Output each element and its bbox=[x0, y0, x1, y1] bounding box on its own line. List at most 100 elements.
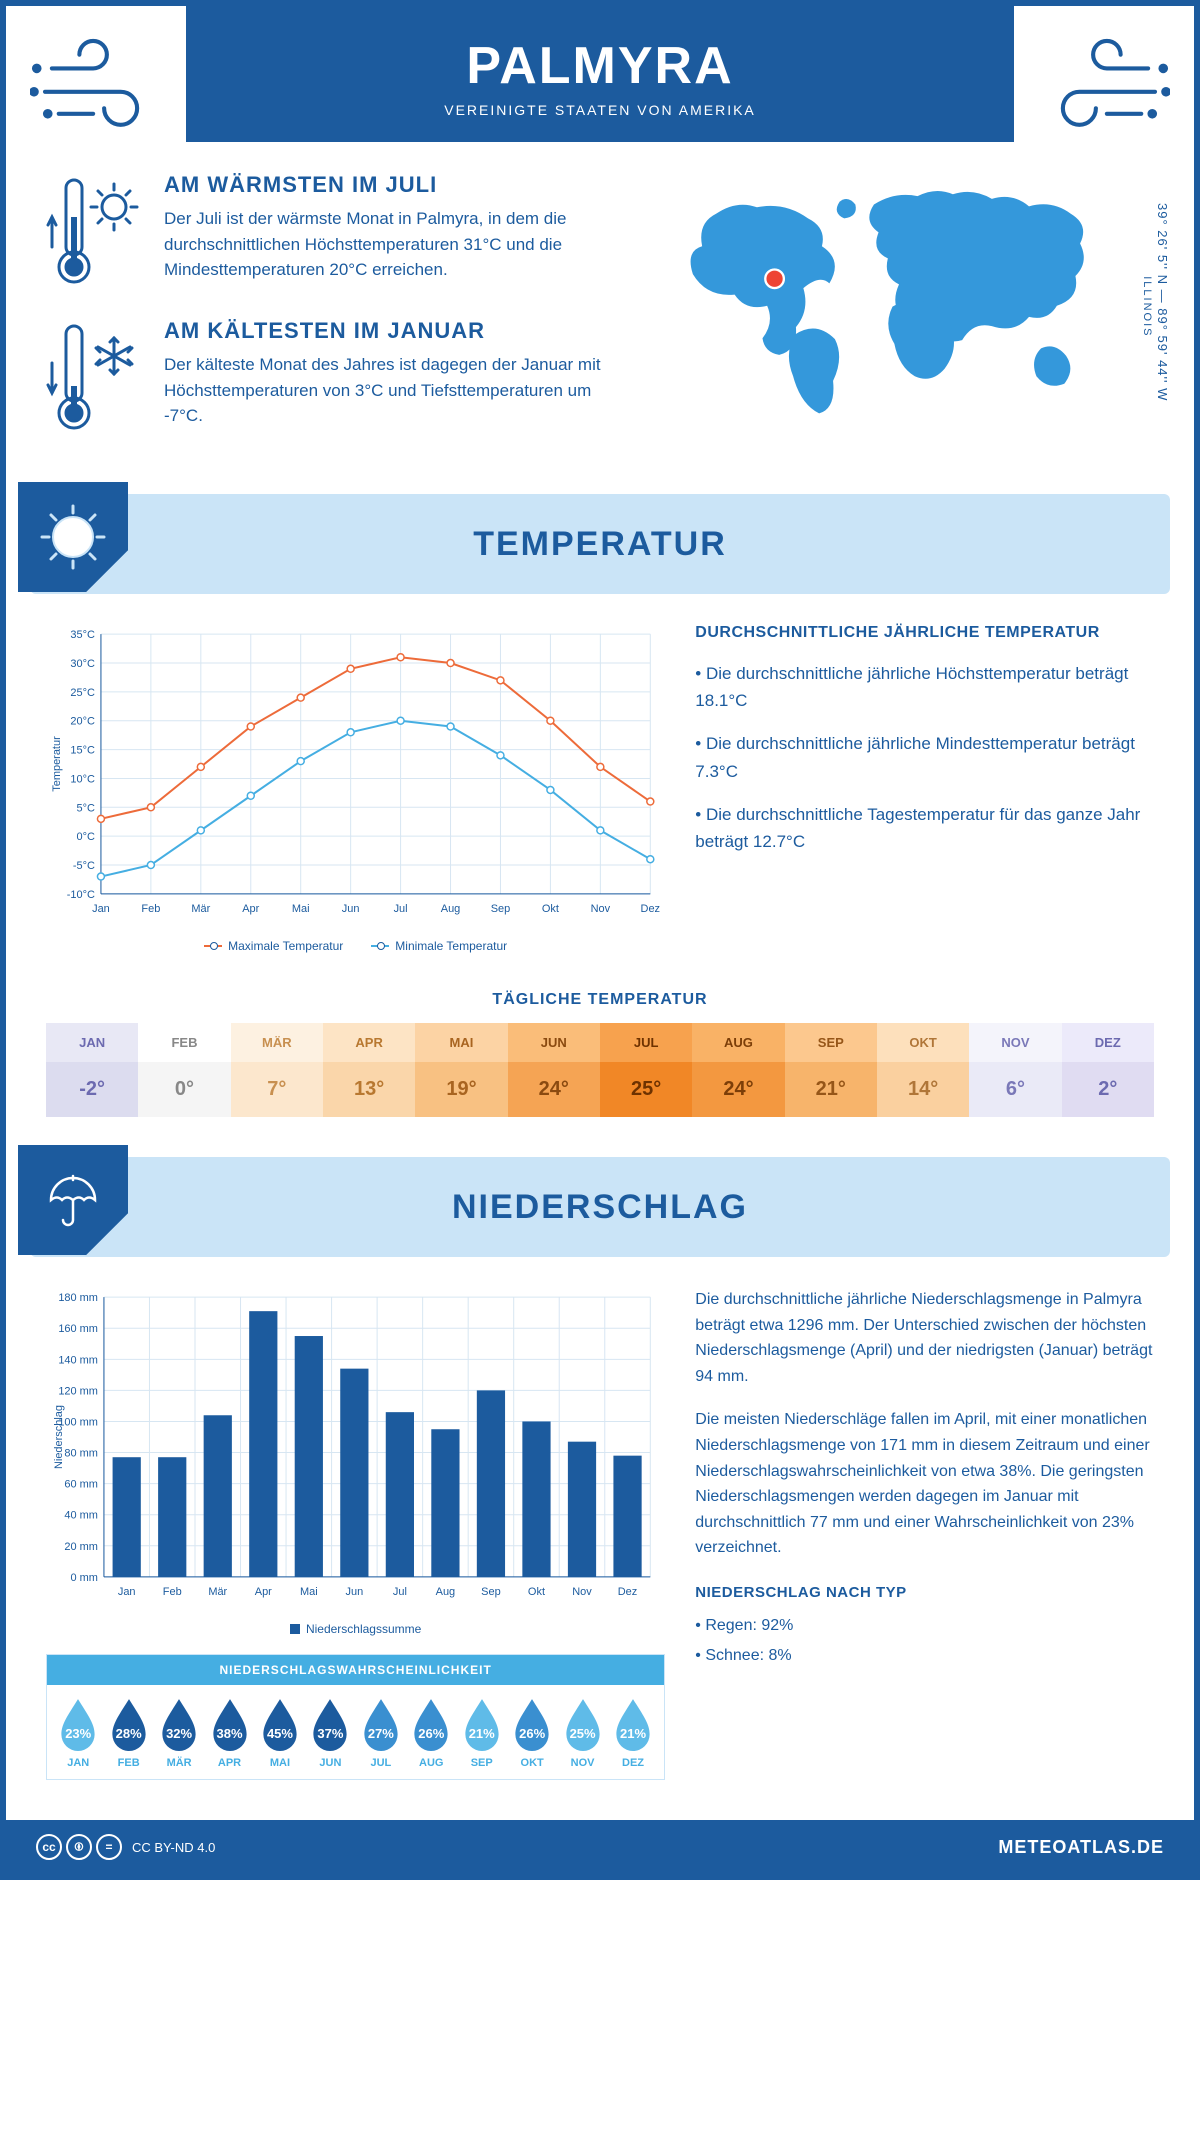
coldest-text: Der kälteste Monat des Jahres ist dagege… bbox=[164, 352, 612, 429]
daily-temp-title: TÄGLICHE TEMPERATUR bbox=[6, 991, 1194, 1009]
prec-type-title: NIEDERSCHLAG NACH TYP bbox=[695, 1581, 1154, 1605]
thermometer-hot-icon bbox=[46, 172, 146, 292]
svg-text:20°C: 20°C bbox=[70, 716, 95, 728]
infographic-page: PALMYRA VEREINIGTE STAATEN VON AMERIKA A… bbox=[0, 0, 1200, 1880]
svg-text:25°C: 25°C bbox=[70, 687, 95, 699]
probability-panel: NIEDERSCHLAGSWAHRSCHEINLICHKEIT 23% JAN … bbox=[46, 1654, 665, 1780]
svg-text:Mai: Mai bbox=[292, 903, 310, 915]
prec-p2: Die meisten Niederschläge fallen im Apri… bbox=[695, 1407, 1154, 1561]
prec-legend: Niederschlagssumme bbox=[46, 1622, 665, 1636]
coords-text: 39° 26' 5'' N — 89° 59' 44'' W bbox=[1155, 203, 1170, 401]
svg-text:Apr: Apr bbox=[242, 903, 259, 915]
svg-text:Nov: Nov bbox=[572, 1586, 592, 1598]
header: PALMYRA VEREINIGTE STAATEN VON AMERIKA bbox=[186, 6, 1014, 142]
temp-section-title: TEMPERATUR bbox=[473, 525, 727, 564]
raindrop-icon: 21% bbox=[612, 1697, 654, 1751]
country-subtitle: VEREINIGTE STAATEN VON AMERIKA bbox=[186, 102, 1014, 118]
svg-text:-5°C: -5°C bbox=[73, 860, 95, 872]
raindrop-icon: 28% bbox=[108, 1697, 150, 1751]
stat-3: • Die durchschnittliche Tagestemperatur … bbox=[695, 801, 1154, 855]
daily-cell: AUG 24° bbox=[692, 1023, 784, 1117]
top-wrap: PALMYRA VEREINIGTE STAATEN VON AMERIKA bbox=[6, 6, 1194, 142]
prob-cell: 23% JAN bbox=[53, 1697, 103, 1769]
svg-text:Jan: Jan bbox=[118, 1586, 136, 1598]
daily-cell: OKT 14° bbox=[877, 1023, 969, 1117]
svg-text:-10°C: -10°C bbox=[67, 889, 95, 901]
svg-text:Nov: Nov bbox=[591, 903, 611, 915]
raindrop-icon: 27% bbox=[360, 1697, 402, 1751]
prob-cell: 21% DEZ bbox=[608, 1697, 658, 1769]
prob-cell: 37% JUN bbox=[305, 1697, 355, 1769]
svg-text:Apr: Apr bbox=[255, 1586, 272, 1598]
svg-text:10°C: 10°C bbox=[70, 773, 95, 785]
svg-text:Dez: Dez bbox=[618, 1586, 638, 1598]
prec-chart-area: 0 mm20 mm40 mm60 mm80 mm100 mm120 mm140 … bbox=[46, 1287, 665, 1780]
raindrop-icon: 25% bbox=[562, 1697, 604, 1751]
sun-badge-icon bbox=[18, 482, 128, 592]
intro-facts: AM WÄRMSTEN IM JULI Der Juli ist der wär… bbox=[46, 172, 612, 464]
raindrop-icon: 38% bbox=[209, 1697, 251, 1751]
daily-cell: APR 13° bbox=[323, 1023, 415, 1117]
raindrop-icon: 45% bbox=[259, 1697, 301, 1751]
svg-text:Okt: Okt bbox=[542, 903, 559, 915]
temperature-section: -10°C-5°C0°C5°C10°C15°C20°C25°C30°C35°CJ… bbox=[6, 624, 1194, 983]
svg-text:Jan: Jan bbox=[92, 903, 110, 915]
cc-icons: cc🅯= bbox=[36, 1834, 122, 1860]
coordinates: 39° 26' 5'' N — 89° 59' 44'' W ILLINOIS bbox=[1140, 172, 1170, 432]
intro-section: AM WÄRMSTEN IM JULI Der Juli ist der wär… bbox=[6, 172, 1194, 494]
daily-cell: DEZ 2° bbox=[1062, 1023, 1154, 1117]
prec-type2: • Schnee: 8% bbox=[695, 1643, 1154, 1669]
prob-cell: 27% JUL bbox=[356, 1697, 406, 1769]
footer: cc🅯= CC BY-ND 4.0 METEOATLAS.DE bbox=[6, 1820, 1194, 1874]
temperature-banner: TEMPERATUR bbox=[30, 494, 1170, 594]
city-title: PALMYRA bbox=[186, 36, 1014, 96]
daily-cell: JUN 24° bbox=[508, 1023, 600, 1117]
svg-text:Jun: Jun bbox=[346, 1586, 364, 1598]
world-map-icon bbox=[640, 172, 1154, 432]
svg-text:160 mm: 160 mm bbox=[58, 1323, 98, 1335]
raindrop-icon: 26% bbox=[511, 1697, 553, 1751]
svg-text:80 mm: 80 mm bbox=[64, 1448, 98, 1460]
svg-text:Jul: Jul bbox=[393, 1586, 407, 1598]
svg-text:Niederschlag: Niederschlag bbox=[53, 1405, 65, 1469]
svg-text:5°C: 5°C bbox=[77, 802, 95, 814]
prec-p1: Die durchschnittliche jährliche Niedersc… bbox=[695, 1287, 1154, 1389]
license-text: CC BY-ND 4.0 bbox=[132, 1840, 215, 1855]
wind-icon-right bbox=[1030, 34, 1170, 144]
stat-2: • Die durchschnittliche jährliche Mindes… bbox=[695, 730, 1154, 784]
svg-text:180 mm: 180 mm bbox=[58, 1292, 98, 1304]
raindrop-icon: 32% bbox=[158, 1697, 200, 1751]
thermometer-cold-icon bbox=[46, 318, 146, 438]
precipitation-bar-chart: 0 mm20 mm40 mm60 mm80 mm100 mm120 mm140 … bbox=[46, 1287, 665, 1607]
temperature-line-chart: -10°C-5°C0°C5°C10°C15°C20°C25°C30°C35°CJ… bbox=[46, 624, 665, 924]
warmest-title: AM WÄRMSTEN IM JULI bbox=[164, 172, 612, 198]
prec-type1: • Regen: 92% bbox=[695, 1613, 1154, 1639]
footer-license: cc🅯= CC BY-ND 4.0 bbox=[36, 1834, 215, 1860]
daily-cell: MÄR 7° bbox=[231, 1023, 323, 1117]
legend-precsum: Niederschlagssumme bbox=[290, 1622, 421, 1636]
raindrop-icon: 26% bbox=[410, 1697, 452, 1751]
svg-text:0°C: 0°C bbox=[77, 831, 95, 843]
temp-legend: Maximale Temperatur Minimale Temperatur bbox=[46, 939, 665, 953]
umbrella-badge-icon bbox=[18, 1145, 128, 1255]
svg-text:0 mm: 0 mm bbox=[71, 1572, 98, 1584]
coldest-title: AM KÄLTESTEN IM JANUAR bbox=[164, 318, 612, 344]
svg-text:Jul: Jul bbox=[394, 903, 408, 915]
svg-text:Sep: Sep bbox=[491, 903, 511, 915]
by-icon: 🅯 bbox=[66, 1834, 92, 1860]
cc-icon: cc bbox=[36, 1834, 62, 1860]
daily-cell: JUL 25° bbox=[600, 1023, 692, 1117]
stats-title: DURCHSCHNITTLICHE JÄHRLICHE TEMPERATUR bbox=[695, 624, 1154, 642]
prob-cell: 21% SEP bbox=[457, 1697, 507, 1769]
svg-text:140 mm: 140 mm bbox=[58, 1354, 98, 1366]
prec-text: Die durchschnittliche jährliche Niedersc… bbox=[695, 1287, 1154, 1780]
probability-row: 23% JAN 28% FEB 32% MÄR 38% APR 45% MAI bbox=[47, 1685, 664, 1779]
wind-icon-left bbox=[30, 34, 170, 144]
svg-text:Okt: Okt bbox=[528, 1586, 545, 1598]
svg-text:Mär: Mär bbox=[191, 903, 210, 915]
daily-cell: JAN -2° bbox=[46, 1023, 138, 1117]
daily-cell: SEP 21° bbox=[785, 1023, 877, 1117]
svg-text:Temperatur: Temperatur bbox=[51, 736, 63, 792]
map-panel: 39° 26' 5'' N — 89° 59' 44'' W ILLINOIS bbox=[640, 172, 1154, 464]
daily-cell: NOV 6° bbox=[969, 1023, 1061, 1117]
